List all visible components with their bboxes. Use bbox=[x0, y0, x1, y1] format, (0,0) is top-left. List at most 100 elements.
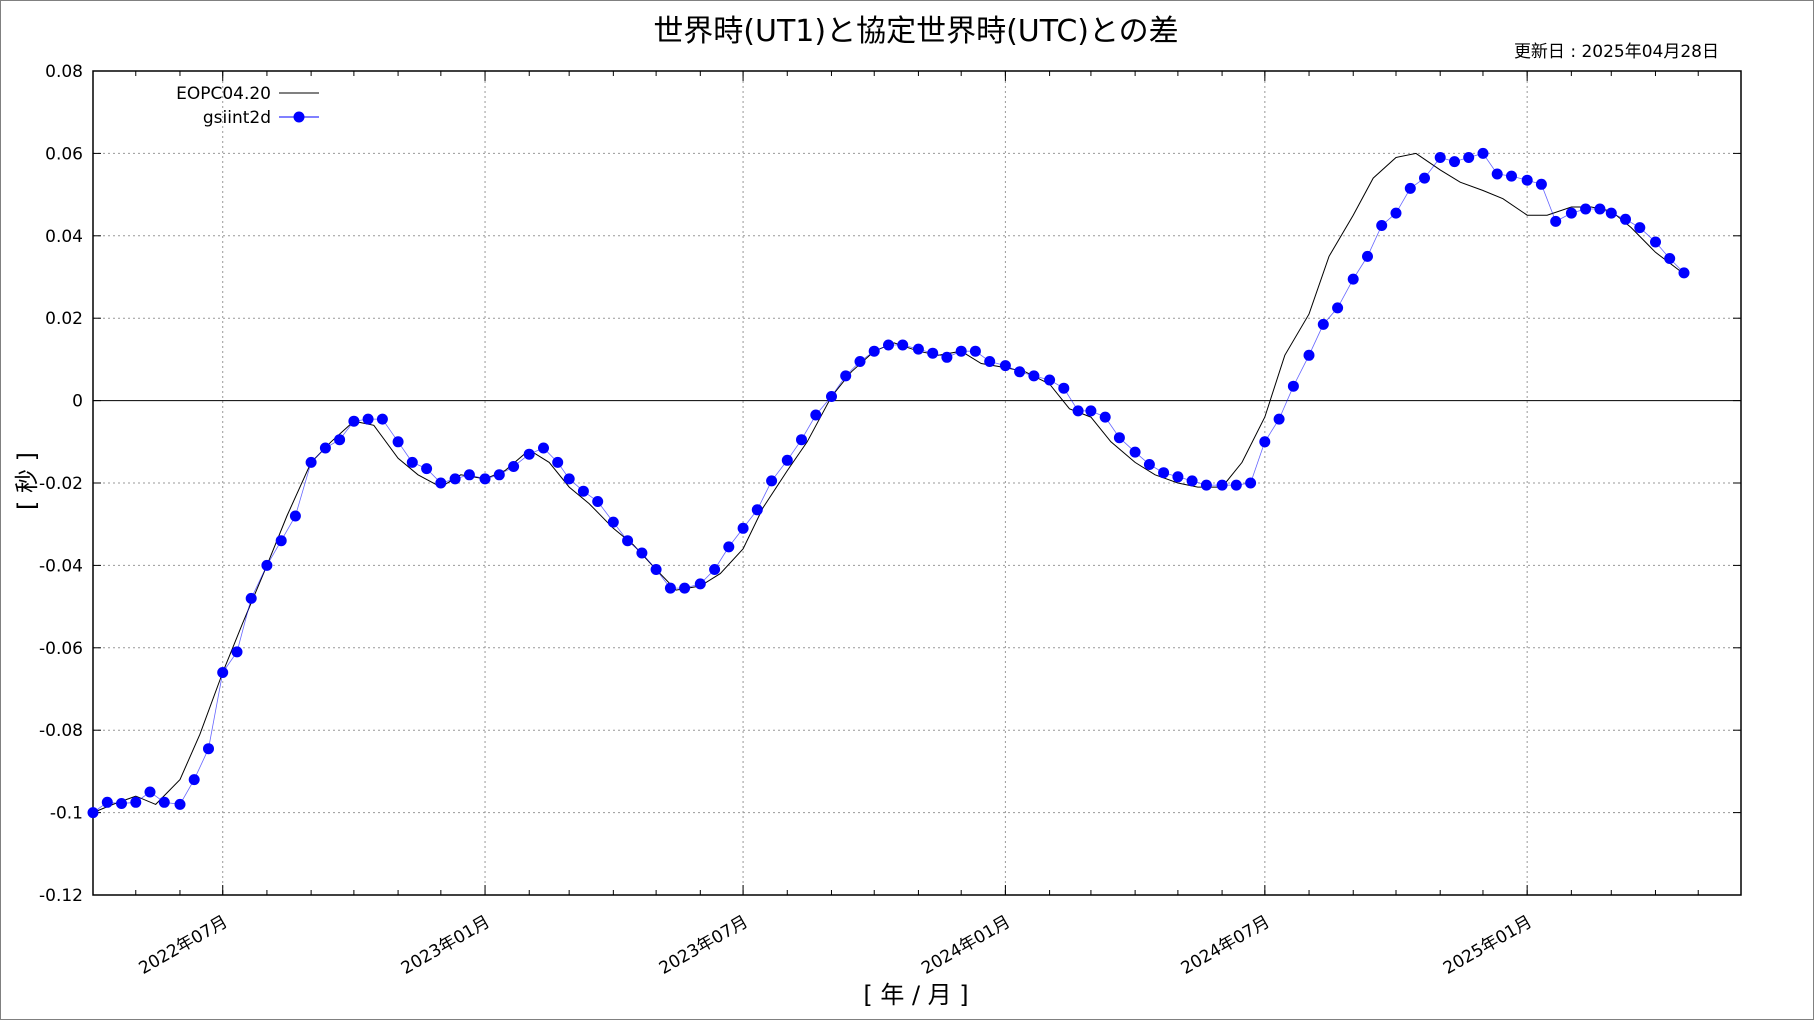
data-point-gsiint2d bbox=[592, 496, 604, 507]
data-point-gsiint2d bbox=[1158, 467, 1170, 479]
data-point-gsiint2d bbox=[1332, 302, 1344, 314]
data-point-gsiint2d bbox=[1463, 152, 1475, 163]
data-point-gsiint2d bbox=[1303, 349, 1315, 361]
data-point-gsiint2d bbox=[709, 564, 721, 575]
data-point-gsiint2d bbox=[563, 473, 575, 485]
data-point-gsiint2d bbox=[766, 475, 778, 487]
data-point-gsiint2d bbox=[538, 442, 549, 454]
data-point-gsiint2d bbox=[664, 582, 676, 594]
y-tick-label: -0.12 bbox=[39, 886, 83, 906]
data-point-gsiint2d bbox=[203, 743, 214, 755]
data-point-gsiint2d bbox=[217, 667, 229, 678]
data-point-gsiint2d bbox=[577, 485, 589, 497]
data-point-gsiint2d bbox=[1317, 318, 1329, 330]
data-point-gsiint2d bbox=[275, 535, 287, 547]
data-point-gsiint2d bbox=[1362, 250, 1373, 262]
data-point-gsiint2d bbox=[810, 409, 822, 421]
series-points-layer bbox=[87, 147, 1690, 819]
data-point-gsiint2d bbox=[1058, 382, 1070, 394]
data-point-gsiint2d bbox=[781, 454, 793, 466]
data-point-gsiint2d bbox=[1230, 479, 1242, 491]
data-point-gsiint2d bbox=[751, 504, 763, 516]
y-tick-label: -0.08 bbox=[39, 721, 83, 741]
data-point-gsiint2d bbox=[245, 592, 257, 604]
data-point-gsiint2d bbox=[1678, 267, 1690, 279]
data-point-gsiint2d bbox=[723, 541, 735, 553]
data-point-gsiint2d bbox=[116, 798, 127, 809]
data-point-gsiint2d bbox=[1477, 147, 1489, 159]
data-point-gsiint2d bbox=[1434, 152, 1446, 163]
data-point-gsiint2d bbox=[969, 345, 981, 357]
data-point-gsiint2d bbox=[1650, 236, 1661, 248]
data-point-gsiint2d bbox=[1594, 203, 1606, 215]
data-point-gsiint2d bbox=[1259, 436, 1271, 448]
data-point-gsiint2d bbox=[289, 510, 301, 522]
data-point-gsiint2d bbox=[552, 456, 564, 468]
y-tick-label: -0.02 bbox=[39, 474, 83, 494]
y-tick-label: 0 bbox=[72, 392, 83, 412]
data-point-gsiint2d bbox=[679, 582, 691, 594]
data-point-gsiint2d bbox=[999, 360, 1011, 372]
data-point-gsiint2d bbox=[826, 391, 837, 402]
data-point-gsiint2d bbox=[319, 442, 331, 454]
data-point-gsiint2d bbox=[955, 345, 967, 357]
data-point-gsiint2d bbox=[1044, 374, 1056, 386]
data-point-gsiint2d bbox=[1245, 477, 1257, 489]
data-point-gsiint2d bbox=[479, 473, 491, 485]
legend-label-gsiint2d: gsiint2d bbox=[203, 108, 271, 128]
data-point-gsiint2d bbox=[1521, 174, 1533, 186]
data-point-gsiint2d bbox=[87, 807, 99, 819]
x-axis-label: [ 年 / 月 ] bbox=[863, 981, 968, 1009]
data-point-gsiint2d bbox=[912, 343, 924, 355]
data-point-gsiint2d bbox=[101, 796, 113, 808]
x-tick-label: 2023年07月 bbox=[656, 912, 752, 979]
plot-frame bbox=[92, 70, 1742, 896]
data-point-gsiint2d bbox=[1565, 207, 1577, 219]
data-point-gsiint2d bbox=[305, 456, 317, 468]
data-point-gsiint2d bbox=[1172, 471, 1184, 483]
data-point-gsiint2d bbox=[1605, 207, 1617, 219]
data-point-gsiint2d bbox=[362, 413, 374, 425]
data-point-gsiint2d bbox=[607, 516, 619, 528]
legend: EOPC04.20 gsiint2d bbox=[176, 84, 319, 128]
data-point-gsiint2d bbox=[1028, 370, 1040, 382]
data-point-gsiint2d bbox=[984, 356, 996, 367]
data-point-gsiint2d bbox=[1550, 215, 1562, 227]
data-point-gsiint2d bbox=[1376, 220, 1388, 231]
data-point-gsiint2d bbox=[1664, 253, 1676, 264]
axes: -0.12 -0.1 -0.08 -0.06 -0.04 -0.02 0 0.02 0.04 0.… bbox=[39, 62, 1742, 979]
data-point-gsiint2d bbox=[1620, 213, 1631, 225]
data-point-gsiint2d bbox=[1419, 172, 1430, 184]
data-point-gsiint2d bbox=[1449, 156, 1460, 168]
data-point-gsiint2d bbox=[334, 434, 346, 446]
data-point-gsiint2d bbox=[174, 798, 186, 810]
data-point-gsiint2d bbox=[463, 469, 475, 481]
data-point-gsiint2d bbox=[868, 345, 880, 357]
data-point-gsiint2d bbox=[261, 559, 273, 571]
x-tick-label: 2022年07月 bbox=[136, 912, 232, 979]
y-tick-label: 0.08 bbox=[45, 62, 83, 82]
data-point-gsiint2d bbox=[348, 415, 360, 427]
data-point-gsiint2d bbox=[1506, 170, 1517, 182]
data-point-gsiint2d bbox=[1072, 405, 1084, 417]
data-point-gsiint2d bbox=[523, 448, 535, 460]
data-point-gsiint2d bbox=[927, 347, 939, 359]
data-point-gsiint2d bbox=[1129, 446, 1141, 458]
data-point-gsiint2d bbox=[737, 522, 749, 534]
data-point-gsiint2d bbox=[622, 535, 634, 547]
data-point-gsiint2d bbox=[694, 578, 706, 590]
x-tick-label: 2024年07月 bbox=[1178, 912, 1274, 979]
y-tick-label: 0.04 bbox=[45, 227, 83, 247]
data-point-gsiint2d bbox=[1634, 222, 1646, 234]
data-point-gsiint2d bbox=[1535, 178, 1547, 190]
data-point-gsiint2d bbox=[493, 469, 505, 481]
x-tick-label: 2025年01月 bbox=[1440, 912, 1536, 979]
legend-label-eopc04: EOPC04.20 bbox=[176, 84, 271, 104]
data-point-gsiint2d bbox=[158, 796, 170, 808]
data-point-gsiint2d bbox=[1216, 479, 1228, 491]
y-tick-label: 0.02 bbox=[45, 309, 83, 329]
data-point-gsiint2d bbox=[941, 351, 953, 363]
data-point-gsiint2d bbox=[144, 786, 156, 798]
